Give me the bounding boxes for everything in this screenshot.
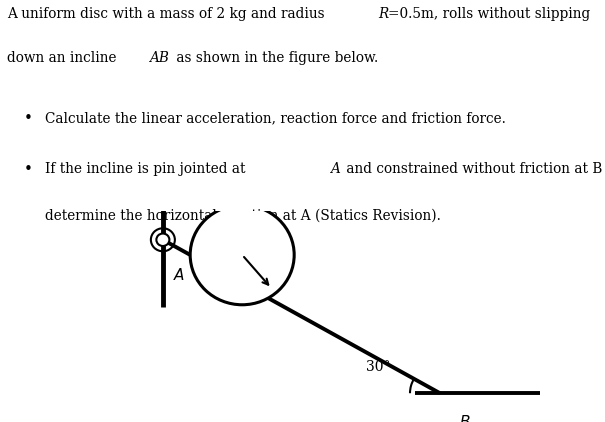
Text: and constrained without friction at B: and constrained without friction at B [342, 162, 602, 176]
Text: R: R [378, 7, 388, 21]
Text: $B$: $B$ [459, 414, 471, 422]
Text: AB: AB [149, 51, 169, 65]
Circle shape [190, 205, 294, 305]
Text: •: • [24, 162, 33, 178]
Text: as shown in the figure below.: as shown in the figure below. [172, 51, 379, 65]
Text: A: A [330, 162, 339, 176]
Circle shape [156, 233, 169, 246]
Text: Calculate the linear acceleration, reaction force and friction force.: Calculate the linear acceleration, react… [45, 111, 506, 125]
Text: 30°: 30° [366, 360, 390, 374]
Text: down an incline: down an incline [7, 51, 121, 65]
Text: A uniform disc with a mass of 2 kg and radius: A uniform disc with a mass of 2 kg and r… [7, 7, 329, 21]
Text: determine the horizontal reaction at A (Statics Revision).: determine the horizontal reaction at A (… [45, 209, 441, 223]
Text: $A$: $A$ [173, 267, 185, 283]
Text: $0.5m$: $0.5m$ [212, 227, 248, 241]
Text: •: • [24, 111, 33, 127]
Text: If the incline is pin jointed at: If the incline is pin jointed at [45, 162, 250, 176]
Text: =0.5m, rolls without slipping: =0.5m, rolls without slipping [388, 7, 590, 21]
